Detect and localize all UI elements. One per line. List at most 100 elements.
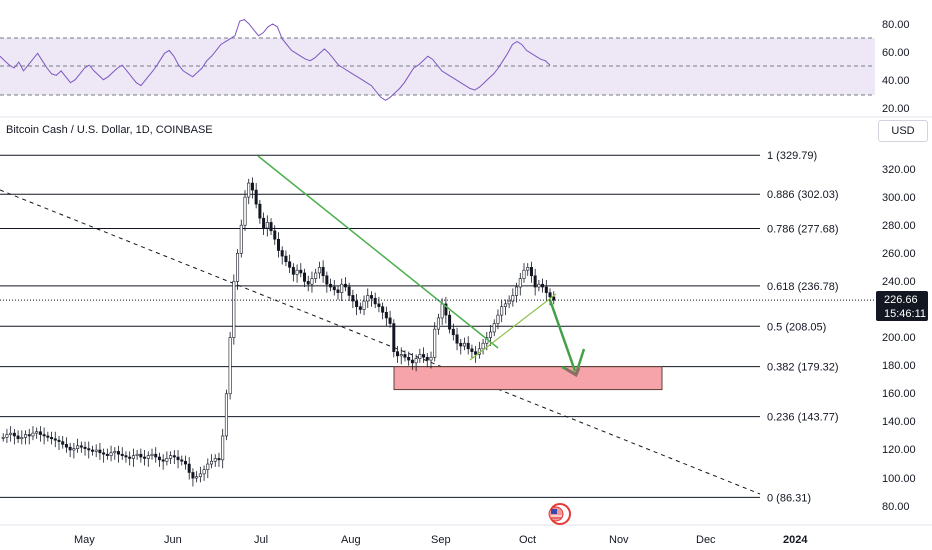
candle-body [440,303,444,319]
candle-body [79,445,83,448]
candle-body [258,203,262,219]
candle-body [9,432,13,435]
candle-body [407,356,411,361]
projection-arrow[interactable] [548,299,586,378]
candle-body [314,272,318,279]
candle-body [195,476,199,479]
candle-body [537,283,541,288]
ascending-trendline[interactable] [469,293,557,361]
candle-body [76,445,80,449]
candle-body [224,393,228,437]
candle-body [187,463,191,473]
rsi-pane: 80.00 60.00 40.00 20.00 [0,19,910,115]
candle-body [180,459,184,462]
time-tick-oct: Oct [519,534,536,546]
candle-body [396,351,400,357]
candle-body [183,460,187,465]
candle-body [466,342,470,350]
candle-body [366,295,370,302]
candle-body [146,455,150,459]
candle-body [243,196,247,226]
candle-body [544,286,548,293]
rsi-tick-40: 40.00 [882,75,910,87]
candle-body [273,230,277,240]
candle-body [369,295,373,299]
candle-body [161,459,165,462]
candle-body [399,354,403,357]
fib-label-0_5: 0.5 (208.05) [767,321,826,333]
candle-body [202,469,206,475]
fib-label-0_382: 0.382 (179.32) [767,362,839,374]
time-tick-may: May [74,534,95,546]
candle-body [310,278,314,285]
candle-body [217,458,221,461]
price-tick-140: 140.00 [882,416,916,428]
candle-body [5,434,9,438]
candle-body [526,267,530,271]
candle-body [299,269,303,274]
candles [1,177,556,487]
candle-body [414,358,418,364]
candle-body [459,342,463,347]
candle-body [109,452,113,456]
candle-body [135,453,139,456]
descending-trendline[interactable] [257,155,499,349]
rsi-line [0,19,551,101]
price-tick-80: 80.00 [882,501,910,513]
last-price-value: 226.66 [884,294,918,306]
candle-body [518,278,522,288]
candle-body [533,275,537,288]
candle-body [38,431,42,435]
candle-body [522,269,526,279]
candle-body [425,356,429,361]
candle-body [317,267,321,274]
candle-body [489,331,493,338]
candle-body [228,337,232,395]
candle-body [373,297,377,305]
candle-body [336,289,340,293]
candle-body [61,441,65,445]
candle-body [332,286,336,291]
last-price-tag[interactable]: 226.66 15:46:11 [876,291,928,321]
candle-body [321,267,325,277]
candle-body [358,306,362,310]
candle-body [462,342,466,347]
time-tick-sep: Sep [431,534,451,546]
candle-body [206,463,210,470]
currency-button[interactable]: USD [878,120,928,142]
candle-body [53,438,57,441]
candle-body [64,444,68,448]
candle-body [1,437,5,439]
candle-body [50,437,54,440]
candle-body [492,323,496,333]
candle-body [436,317,440,330]
candle-body [35,431,39,434]
candle-body [329,283,333,288]
candle-body [143,456,147,459]
candle-body [262,217,266,229]
candle-body [284,255,288,263]
long-dashed-trendline [0,189,761,495]
candle-body [515,286,519,296]
price-tick-160: 160.00 [882,388,916,400]
candle-body [470,348,474,352]
candle-body [403,354,407,358]
candle-body [280,250,284,257]
candle-body [388,317,392,324]
candle-body [288,261,292,268]
candle-body [303,272,307,282]
candle-body [46,435,50,438]
candle-body [325,275,329,285]
candle-body [172,455,176,458]
support-zone[interactable] [393,366,663,391]
price-tick-240: 240.00 [882,276,916,288]
candle-body [291,267,295,275]
fib-label-0_786: 0.786 (277.68) [767,223,839,235]
candle-body [351,295,355,302]
chart-title: Bitcoin Cash / U.S. Dollar, 1D, COINBASE [6,124,213,136]
candle-body [105,453,109,456]
us-flag-event-icon[interactable] [548,503,571,525]
candle-body [343,283,347,288]
candle-body [250,182,254,191]
